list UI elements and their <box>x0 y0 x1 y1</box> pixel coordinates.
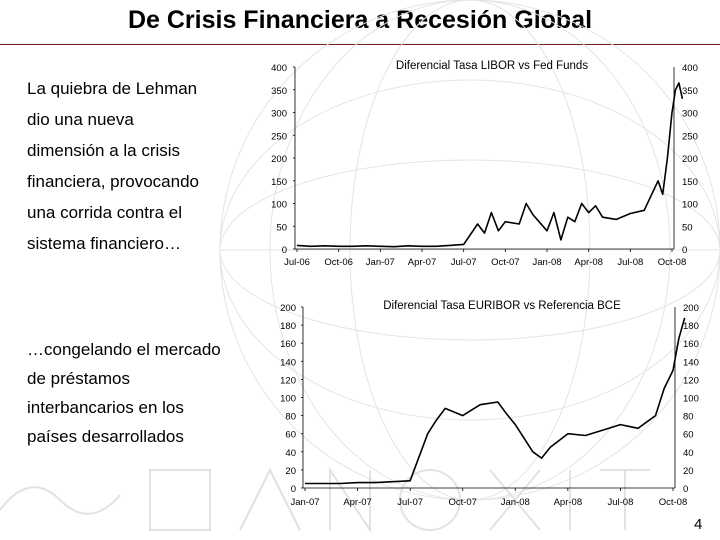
text-block-lehman: La quiebra de Lehman dio una nueva dimen… <box>27 73 199 259</box>
text-line: interbancarios en los <box>27 398 184 417</box>
euribor-y-tick-label-right: 100 <box>683 394 699 405</box>
euribor-y-tick-label-left: 200 <box>280 303 296 314</box>
euribor-y-tick-label-left: 140 <box>280 357 296 368</box>
libor-y-tick-label-right: 250 <box>682 131 698 142</box>
euribor-y-tick-label-right: 60 <box>683 430 694 441</box>
euribor-y-tick-label-right: 80 <box>683 412 694 423</box>
text-line: países desarrollados <box>27 427 184 446</box>
euribor-y-tick-label-right: 40 <box>683 448 694 459</box>
euribor-y-tick-label-right: 160 <box>683 339 699 350</box>
euribor-x-tick-label: Jan-08 <box>501 497 530 508</box>
text-line: dimensión a la crisis <box>27 141 181 160</box>
euribor-x-tick-label: Jul-07 <box>397 497 423 508</box>
euribor-y-tick-label-right: 200 <box>683 303 699 314</box>
libor-y-tick-label-left: 250 <box>271 131 287 142</box>
libor-y-tick-label-right: 50 <box>682 222 693 233</box>
libor-x-tick-label: Apr-08 <box>574 257 603 268</box>
euribor-chart-title: Diferencial Tasa EURIBOR vs Referencia B… <box>383 300 621 312</box>
libor-y-tick-label-right: 300 <box>682 109 698 120</box>
euribor-x-tick-label: Apr-07 <box>343 497 372 508</box>
euribor-y-tick-label-left: 80 <box>285 412 296 423</box>
libor-x-tick-label: Oct-07 <box>491 257 520 268</box>
text-line: financiera, provocando <box>27 172 200 191</box>
text-line: una corrida contra el <box>27 203 182 222</box>
euribor-y-tick-label-left: 100 <box>280 394 296 405</box>
text-line: dio una nueva <box>27 110 134 129</box>
libor-x-tick-label: Oct-08 <box>658 257 687 268</box>
text-line: …congelando el mercado <box>27 340 221 359</box>
libor-x-tick-label: Jul-07 <box>451 257 477 268</box>
libor-x-tick-label: Jul-06 <box>284 257 310 268</box>
libor-x-tick-label: Oct-06 <box>324 257 353 268</box>
text-line: sistema financiero… <box>27 234 182 253</box>
libor-y-tick-label-right: 200 <box>682 154 698 165</box>
euribor-y-tick-label-right: 140 <box>683 357 699 368</box>
libor-y-tick-label-left: 400 <box>271 63 287 74</box>
euribor-y-tick-label-right: 180 <box>683 321 699 332</box>
libor-y-tick-label-right: 150 <box>682 177 698 188</box>
text-block-interbank: …congelando el mercado de préstamos inte… <box>27 335 221 451</box>
euribor-series-line <box>305 317 686 485</box>
libor-x-tick-label: Jul-08 <box>617 257 643 268</box>
euribor-y-tick-label-left: 60 <box>285 430 296 441</box>
libor-y-tick-label-right: 100 <box>682 200 698 211</box>
euribor-y-tick-label-left: 160 <box>280 339 296 350</box>
libor-x-tick-label: Jan-08 <box>532 257 561 268</box>
libor-y-tick-label-left: 300 <box>271 109 287 120</box>
libor-y-tick-label-left: 350 <box>271 86 287 97</box>
libor-y-tick-label-left: 0 <box>282 245 287 256</box>
euribor-y-tick-label-left: 0 <box>291 484 296 495</box>
euribor-x-tick-label: Oct-07 <box>448 497 477 508</box>
euribor-y-tick-label-right: 20 <box>683 466 694 477</box>
libor-y-tick-label-left: 100 <box>271 200 287 211</box>
page-number: 4 <box>694 516 703 533</box>
euribor-y-tick-label-left: 120 <box>280 375 296 386</box>
euribor-y-tick-label-right: 120 <box>683 375 699 386</box>
euribor-y-tick-label-left: 40 <box>285 448 296 459</box>
libor-y-tick-label-left: 150 <box>271 177 287 188</box>
text-line: de préstamos <box>27 369 130 388</box>
euribor-x-tick-label: Jan-07 <box>290 497 319 508</box>
libor-y-tick-label-right: 0 <box>682 245 687 256</box>
euribor-y-tick-label-left: 180 <box>280 321 296 332</box>
libor-y-tick-label-right: 350 <box>682 86 698 97</box>
text-line: La quiebra de Lehman <box>27 79 198 98</box>
libor-y-tick-label-right: 400 <box>682 63 698 74</box>
libor-x-tick-label: Apr-07 <box>408 257 437 268</box>
euribor-x-tick-label: Oct-08 <box>659 497 688 508</box>
euribor-y-tick-label-left: 20 <box>285 466 296 477</box>
libor-y-tick-label-left: 50 <box>276 222 287 233</box>
libor-chart-title: Diferencial Tasa LIBOR vs Fed Funds <box>396 60 588 72</box>
libor-y-tick-label-left: 200 <box>271 154 287 165</box>
euribor-y-tick-label-right: 0 <box>683 484 688 495</box>
euribor-x-tick-label: Jul-08 <box>607 497 633 508</box>
libor-x-tick-label: Jan-07 <box>366 257 395 268</box>
euribor-x-tick-label: Apr-08 <box>554 497 583 508</box>
libor-series-line <box>296 82 684 248</box>
